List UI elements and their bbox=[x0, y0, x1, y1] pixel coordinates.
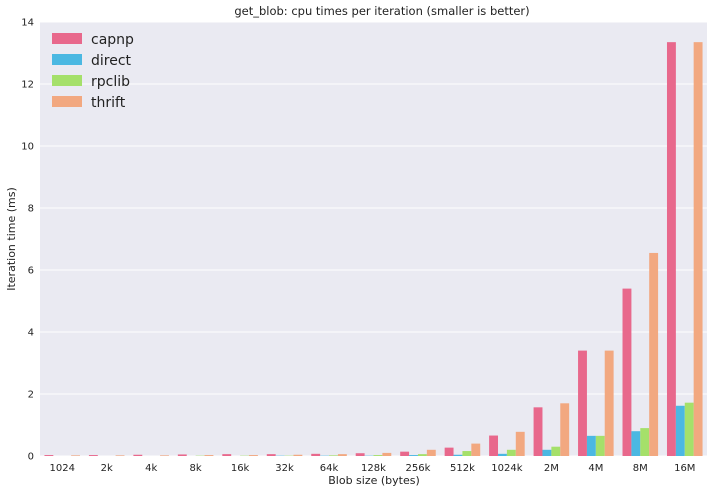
bar-direct bbox=[498, 453, 507, 456]
bar-rpclib bbox=[417, 454, 427, 456]
bar-thrift bbox=[693, 42, 703, 457]
bar-thrift bbox=[560, 403, 570, 456]
bar-rpclib bbox=[462, 451, 472, 456]
x-tick-label: 16k bbox=[231, 463, 250, 474]
x-tick-label: 4M bbox=[588, 463, 603, 474]
x-tick-label: 8M bbox=[633, 463, 648, 474]
bar-capnp bbox=[400, 451, 410, 456]
bar-capnp bbox=[133, 454, 143, 456]
bar-capnp bbox=[266, 454, 276, 456]
bar-thrift bbox=[515, 431, 525, 456]
bar-capnp bbox=[88, 455, 98, 456]
bar-capnp bbox=[177, 454, 187, 456]
bar-direct bbox=[542, 449, 552, 456]
legend-swatch-capnp bbox=[52, 33, 82, 44]
y-tick-label: 8 bbox=[28, 204, 34, 215]
bar-thrift bbox=[471, 443, 481, 456]
bar-capnp bbox=[666, 42, 676, 457]
x-tick-label: 64k bbox=[320, 463, 339, 474]
y-tick-label: 14 bbox=[21, 18, 34, 29]
x-tick-label: 32k bbox=[275, 463, 294, 474]
bar-capnp bbox=[355, 453, 365, 456]
bar-thrift bbox=[160, 455, 169, 456]
y-tick-label: 4 bbox=[28, 328, 34, 339]
bar-capnp bbox=[578, 350, 587, 456]
bar-thrift bbox=[382, 452, 392, 456]
legend-swatch-rpclib bbox=[52, 75, 82, 86]
bar-capnp bbox=[311, 453, 321, 456]
bar-direct bbox=[409, 455, 418, 456]
x-tick-label: 2M bbox=[544, 463, 559, 474]
bar-capnp bbox=[444, 447, 454, 456]
legend-label-capnp: capnp bbox=[91, 32, 134, 48]
bar-rpclib bbox=[329, 455, 338, 456]
x-tick-label: 4k bbox=[145, 463, 157, 474]
y-tick-label: 12 bbox=[21, 80, 34, 91]
x-tick-label: 1024k bbox=[491, 463, 522, 474]
bar-rpclib bbox=[684, 402, 694, 456]
x-ticks: 1024 2k 4k 8k 16k 32k 64k 128k 256k 512k 1024k 2M 4M… bbox=[50, 463, 696, 474]
bar-direct bbox=[675, 405, 685, 456]
bar-rpclib bbox=[551, 446, 561, 456]
y-tick-label: 6 bbox=[28, 266, 34, 277]
bar-thrift bbox=[604, 350, 614, 456]
bar-rpclib bbox=[640, 428, 650, 456]
chart-title: get_blob: cpu times per iteration (small… bbox=[234, 4, 529, 18]
x-tick-label: 128k bbox=[361, 463, 386, 474]
bar-direct bbox=[631, 431, 641, 456]
bar-thrift bbox=[426, 449, 436, 456]
bar-thrift bbox=[248, 455, 258, 456]
plot-area bbox=[40, 22, 707, 456]
legend-swatch-direct bbox=[52, 54, 82, 65]
x-tick-label: 1024 bbox=[50, 463, 75, 474]
y-axis-label: Iteration time (ms) bbox=[5, 187, 18, 291]
bar-direct bbox=[453, 454, 463, 456]
x-tick-label: 512k bbox=[450, 463, 475, 474]
bar-thrift bbox=[337, 454, 347, 456]
bar-thrift bbox=[115, 455, 125, 456]
bar-thrift bbox=[71, 455, 81, 456]
x-tick-label: 256k bbox=[406, 463, 431, 474]
bar-capnp bbox=[44, 455, 54, 456]
legend-label-direct: direct bbox=[91, 53, 132, 69]
y-tick-label: 2 bbox=[28, 390, 34, 401]
y-ticks: 0 2 4 6 8 10 12 14 bbox=[21, 18, 34, 463]
legend-label-thrift: thrift bbox=[91, 95, 126, 111]
bar-direct bbox=[586, 435, 596, 456]
bars bbox=[44, 42, 703, 457]
bar-capnp bbox=[489, 435, 499, 456]
bar-thrift bbox=[204, 455, 214, 456]
y-tick-label: 10 bbox=[21, 142, 34, 153]
legend-label-rpclib: rpclib bbox=[91, 74, 130, 90]
x-tick-label: 2k bbox=[101, 463, 113, 474]
bar-thrift bbox=[293, 454, 303, 456]
bar-rpclib bbox=[373, 455, 383, 456]
y-tick-label: 0 bbox=[28, 452, 34, 463]
grid-lines bbox=[40, 21, 707, 457]
legend-swatch-thrift bbox=[52, 96, 82, 107]
x-tick-label: 16M bbox=[674, 463, 695, 474]
legend: capnp direct rpclib thrift bbox=[52, 32, 134, 111]
bar-capnp bbox=[533, 407, 543, 456]
x-axis-label: Blob size (bytes) bbox=[328, 474, 420, 487]
bar-capnp bbox=[222, 454, 232, 456]
bar-rpclib bbox=[506, 449, 516, 456]
bar-capnp bbox=[622, 288, 632, 456]
bar-thrift bbox=[649, 252, 659, 456]
x-tick-label: 8k bbox=[190, 463, 202, 474]
bar-rpclib bbox=[595, 435, 605, 456]
